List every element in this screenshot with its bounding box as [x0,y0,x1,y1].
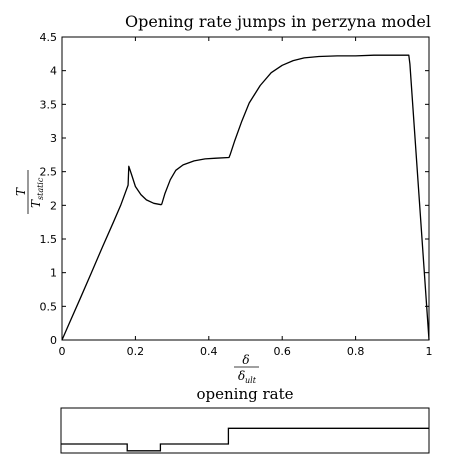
y-tick-label: 0 [50,334,57,347]
main-plot-area [61,36,430,341]
x-axis-label-denominator-subscript: ult [245,376,257,385]
x-tick-label: 0.6 [273,345,291,358]
series-line-opening-rate [61,427,429,452]
y-axis-label-numerator: T [14,187,28,196]
y-tick-label: 2.5 [40,166,58,179]
y-axis-label-denominator: T [29,199,43,208]
series-line-stress-ratio [61,54,430,341]
main-chart: Opening rate jumps in perzyna model 0 0.2… [14,12,433,385]
x-tick-label: 0 [59,345,66,358]
y-tick-label: 4 [50,65,57,78]
main-axis-ticks: 0 0.2 0.4 0.6 0.8 1 0 0.5 1 1.5 2 2.5 3 3.5 4 4.5 [40,31,433,358]
x-tick-label: 0.2 [127,345,145,358]
y-tick-label: 1 [50,267,57,280]
x-tick-label: 0.4 [200,345,218,358]
x-axis-label-denominator: δ [238,369,245,383]
y-tick-label: 3.5 [40,98,58,111]
x-tick-label: 1 [426,345,433,358]
x-tick-label: 0.8 [347,345,365,358]
y-axis-label-denominator-subscript: static [36,177,45,200]
x-axis-label: δ δ ult [234,353,259,385]
opening-rate-title: opening rate [196,385,293,403]
y-tick-label: 1.5 [40,233,58,246]
y-tick-label: 4.5 [40,31,58,44]
y-tick-label: 3 [50,132,57,145]
y-tick-label: 0.5 [40,300,58,313]
y-axis-label: T T static [14,170,45,214]
opening-rate-chart: opening rate [60,385,430,454]
opening-rate-plot-area [60,407,430,454]
main-chart-title: Opening rate jumps in perzyna model [125,12,431,31]
y-tick-label: 2 [50,199,57,212]
x-axis-label-numerator: δ [242,353,249,367]
